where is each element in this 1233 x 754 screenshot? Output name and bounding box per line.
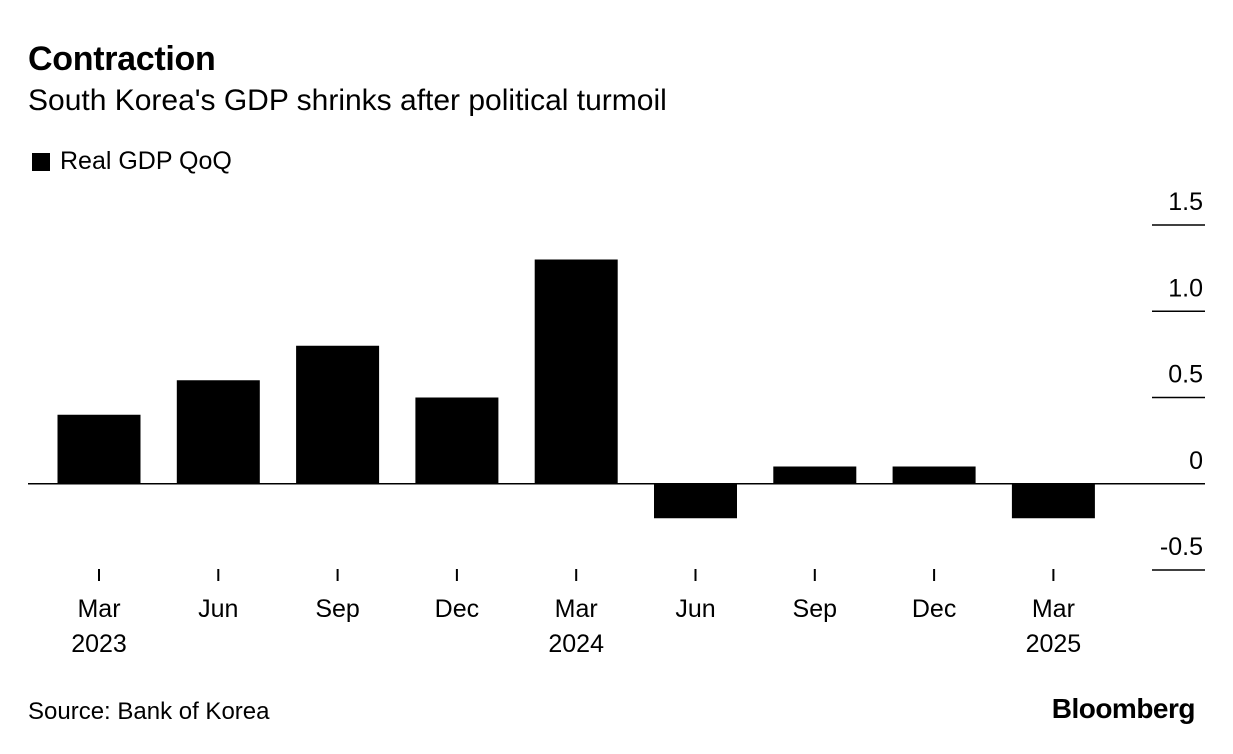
bar <box>534 259 618 484</box>
bar <box>296 345 380 484</box>
bar <box>176 380 260 484</box>
y-tick-label: 0 <box>1189 447 1203 475</box>
bloomberg-logo: Bloomberg <box>1051 693 1196 724</box>
x-tick-label-year: 2024 <box>548 630 604 658</box>
bar <box>773 466 857 484</box>
x-tick-label-year: 2023 <box>71 630 127 658</box>
x-tick-label-month: Sep <box>793 595 837 623</box>
chart-subtitle: South Korea's GDP shrinks after politica… <box>28 84 667 117</box>
y-tick-label: 1.0 <box>1168 274 1203 302</box>
bar <box>57 414 141 484</box>
bar <box>654 483 737 519</box>
x-tick-label-month: Mar <box>555 595 598 623</box>
y-tick-label: -0.5 <box>1160 533 1203 561</box>
x-tick-label-month: Mar <box>1032 595 1075 623</box>
x-tick-label-month: Dec <box>912 595 956 623</box>
y-tick-label: 1.5 <box>1168 188 1203 216</box>
bar <box>892 466 976 484</box>
chart-title: Contraction <box>28 40 216 78</box>
x-tick-label-year: 2025 <box>1026 630 1082 658</box>
x-tick-label-month: Jun <box>675 595 715 623</box>
x-tick-label-month: Sep <box>315 595 359 623</box>
legend-label: Real GDP QoQ <box>60 147 232 175</box>
x-tick-label-month: Dec <box>435 595 479 623</box>
bar <box>415 397 499 484</box>
x-tick-label-month: Mar <box>77 595 120 623</box>
legend-swatch <box>32 152 50 171</box>
bar <box>1011 483 1095 519</box>
x-tick-label-month: Jun <box>198 595 238 623</box>
legend: Real GDP QoQ <box>32 147 232 176</box>
y-tick-label: 0.5 <box>1168 361 1203 389</box>
source-note: Source: Bank of Korea <box>28 698 270 725</box>
